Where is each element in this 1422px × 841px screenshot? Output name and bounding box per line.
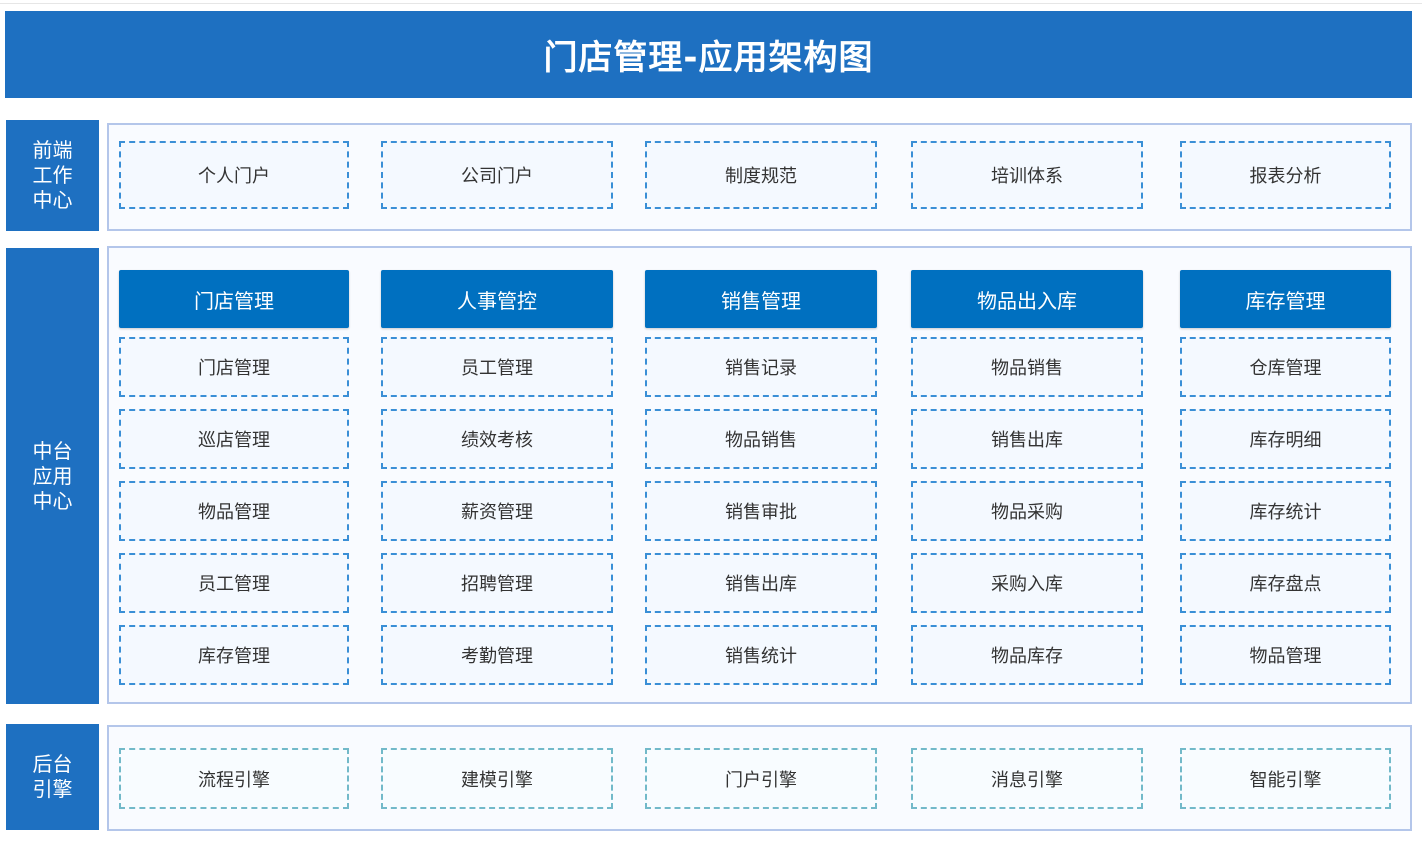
middle-module-box[interactable]: 库存管理: [119, 625, 349, 685]
middle-module-box[interactable]: 库存明细: [1180, 409, 1391, 469]
top-divider: [0, 3, 1422, 4]
page-title: 门店管理-应用架构图: [5, 11, 1412, 98]
middle-layer-label-text: 中台应用中心: [32, 438, 73, 513]
middle-module-box[interactable]: 库存盘点: [1180, 553, 1391, 613]
back-layer-label-text: 后台引擎: [32, 752, 73, 801]
front-module-box[interactable]: 制度规范: [645, 141, 877, 209]
front-module-box[interactable]: 报表分析: [1180, 141, 1391, 209]
middle-module-box[interactable]: 招聘管理: [381, 553, 613, 613]
front-module-box[interactable]: 培训体系: [911, 141, 1143, 209]
backend-engine-box[interactable]: 流程引擎: [119, 748, 349, 809]
middle-module-box[interactable]: 销售出库: [911, 409, 1143, 469]
middle-column-header: 人事管控: [381, 270, 613, 328]
middle-module-box[interactable]: 销售出库: [645, 553, 877, 613]
front-module-box[interactable]: 公司门户: [381, 141, 613, 209]
back-layer-label: 后台引擎: [6, 724, 99, 830]
middle-column-header: 物品出入库: [911, 270, 1143, 328]
front-layer-label: 前端工作中心: [6, 120, 99, 231]
middle-module-box[interactable]: 考勤管理: [381, 625, 613, 685]
middle-module-box[interactable]: 物品销售: [911, 337, 1143, 397]
backend-engine-box[interactable]: 消息引擎: [911, 748, 1143, 809]
middle-module-box[interactable]: 库存统计: [1180, 481, 1391, 541]
middle-module-box[interactable]: 物品管理: [1180, 625, 1391, 685]
middle-module-box[interactable]: 销售统计: [645, 625, 877, 685]
middle-module-box[interactable]: 物品库存: [911, 625, 1143, 685]
middle-module-box[interactable]: 仓库管理: [1180, 337, 1391, 397]
middle-module-box[interactable]: 绩效考核: [381, 409, 613, 469]
front-module-box[interactable]: 个人门户: [119, 141, 349, 209]
middle-module-box[interactable]: 采购入库: [911, 553, 1143, 613]
middle-module-box[interactable]: 巡店管理: [119, 409, 349, 469]
middle-module-box[interactable]: 薪资管理: [381, 481, 613, 541]
backend-engine-box[interactable]: 智能引擎: [1180, 748, 1391, 809]
middle-module-box[interactable]: 物品管理: [119, 481, 349, 541]
middle-module-box[interactable]: 员工管理: [119, 553, 349, 613]
middle-module-box[interactable]: 员工管理: [381, 337, 613, 397]
middle-layer-label: 中台应用中心: [6, 248, 99, 704]
middle-module-box[interactable]: 物品采购: [911, 481, 1143, 541]
backend-engine-box[interactable]: 门户引擎: [645, 748, 877, 809]
middle-module-box[interactable]: 销售审批: [645, 481, 877, 541]
backend-engine-box[interactable]: 建模引擎: [381, 748, 613, 809]
middle-column-header: 库存管理: [1180, 270, 1391, 328]
middle-module-box[interactable]: 物品销售: [645, 409, 877, 469]
middle-column-header: 销售管理: [645, 270, 877, 328]
middle-module-box[interactable]: 门店管理: [119, 337, 349, 397]
front-layer-label-text: 前端工作中心: [32, 138, 73, 212]
middle-module-box[interactable]: 销售记录: [645, 337, 877, 397]
middle-column-header: 门店管理: [119, 270, 349, 328]
